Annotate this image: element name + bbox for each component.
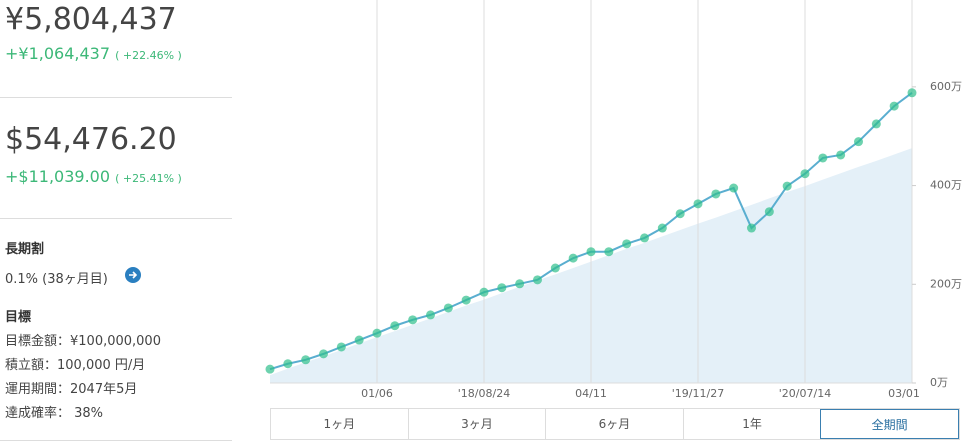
value-point	[640, 233, 649, 243]
x-tick-label: 04/11	[575, 387, 607, 400]
y-tick-label: 400万	[930, 179, 962, 192]
value-point	[301, 355, 311, 365]
jpy-value: ¥5,804,437	[5, 2, 177, 37]
value-point	[889, 101, 899, 111]
period-tab[interactable]: 1年	[682, 409, 821, 439]
value-point	[390, 321, 400, 331]
goal-line: 目標金額：¥100,000,000	[5, 334, 161, 349]
value-point	[657, 223, 667, 233]
x-tick-label: 01/06	[361, 387, 393, 400]
value-point	[675, 209, 685, 219]
jpy-change-amount: +¥1,064,437	[5, 44, 111, 63]
value-point	[693, 199, 703, 209]
value-point	[319, 349, 328, 359]
chart: 01/06 '18/08/24 04/11 '19/11/27 '20/07/14 03/…	[265, 0, 962, 400]
value-point	[497, 283, 507, 293]
period-tab[interactable]: 全期間	[820, 409, 959, 439]
divider	[0, 218, 232, 219]
usd-value: $54,476.20	[5, 122, 177, 157]
divider	[0, 440, 232, 441]
value-point	[336, 342, 346, 352]
y-tick-label: 600万	[930, 80, 962, 93]
value-point	[461, 295, 471, 305]
x-tick-label: '20/07/14	[779, 387, 831, 400]
y-tick-label: 0万	[930, 376, 948, 389]
period-tab[interactable]: 6ヶ月	[545, 409, 683, 439]
usd-change-amount: +$11,039.00	[5, 167, 111, 186]
value-point	[515, 279, 525, 289]
value-point	[568, 253, 578, 263]
value-point	[907, 88, 917, 98]
value-point	[604, 247, 614, 257]
value-point	[711, 189, 721, 199]
x-tick-label: '18/08/24	[458, 387, 510, 400]
discount-text: 0.1% (38ヶ月目)	[5, 272, 108, 287]
usd-change-pct: ( +25.41% )	[115, 172, 182, 185]
value-point	[836, 150, 846, 160]
value-point	[729, 183, 739, 193]
jpy-change: +¥1,064,437 ( +22.46% )	[5, 44, 182, 63]
value-point	[408, 315, 418, 325]
period-tabs: 1ヶ月 3ヶ月 6ヶ月 1年 全期間	[270, 408, 960, 440]
goal-line: 運用期間：2047年5月	[5, 382, 138, 397]
value-point	[854, 137, 863, 147]
value-point	[586, 247, 596, 257]
value-point	[764, 207, 774, 217]
period-tab[interactable]: 3ヶ月	[407, 409, 546, 439]
goal-line: 積立額：100,000 円/月	[5, 358, 146, 373]
divider	[0, 97, 232, 98]
value-point	[479, 287, 489, 297]
value-point	[871, 119, 881, 129]
value-point	[747, 223, 756, 233]
value-point	[354, 335, 364, 345]
usd-change: +$11,039.00 ( +25.41% )	[5, 167, 182, 186]
x-tick-label: 03/01	[888, 387, 920, 400]
value-point	[426, 310, 435, 320]
period-tab[interactable]: 1ヶ月	[323, 417, 356, 431]
y-tick-label: 200万	[930, 277, 962, 290]
value-point	[818, 153, 828, 163]
jpy-change-pct: ( +22.46% )	[115, 49, 182, 62]
value-point	[283, 359, 293, 369]
value-point	[782, 181, 792, 191]
goal-title: 目標	[5, 310, 32, 325]
detail-button[interactable]	[125, 267, 141, 283]
goal-line: 達成確率： 38%	[5, 406, 104, 421]
discount-title: 長期割	[5, 242, 45, 257]
value-point	[533, 275, 542, 285]
value-point	[443, 303, 453, 313]
value-point	[265, 364, 275, 374]
x-tick-label: '19/11/27	[672, 387, 724, 400]
value-point	[800, 169, 810, 179]
value-point	[372, 328, 382, 338]
value-point	[622, 239, 632, 249]
value-point	[550, 263, 560, 273]
